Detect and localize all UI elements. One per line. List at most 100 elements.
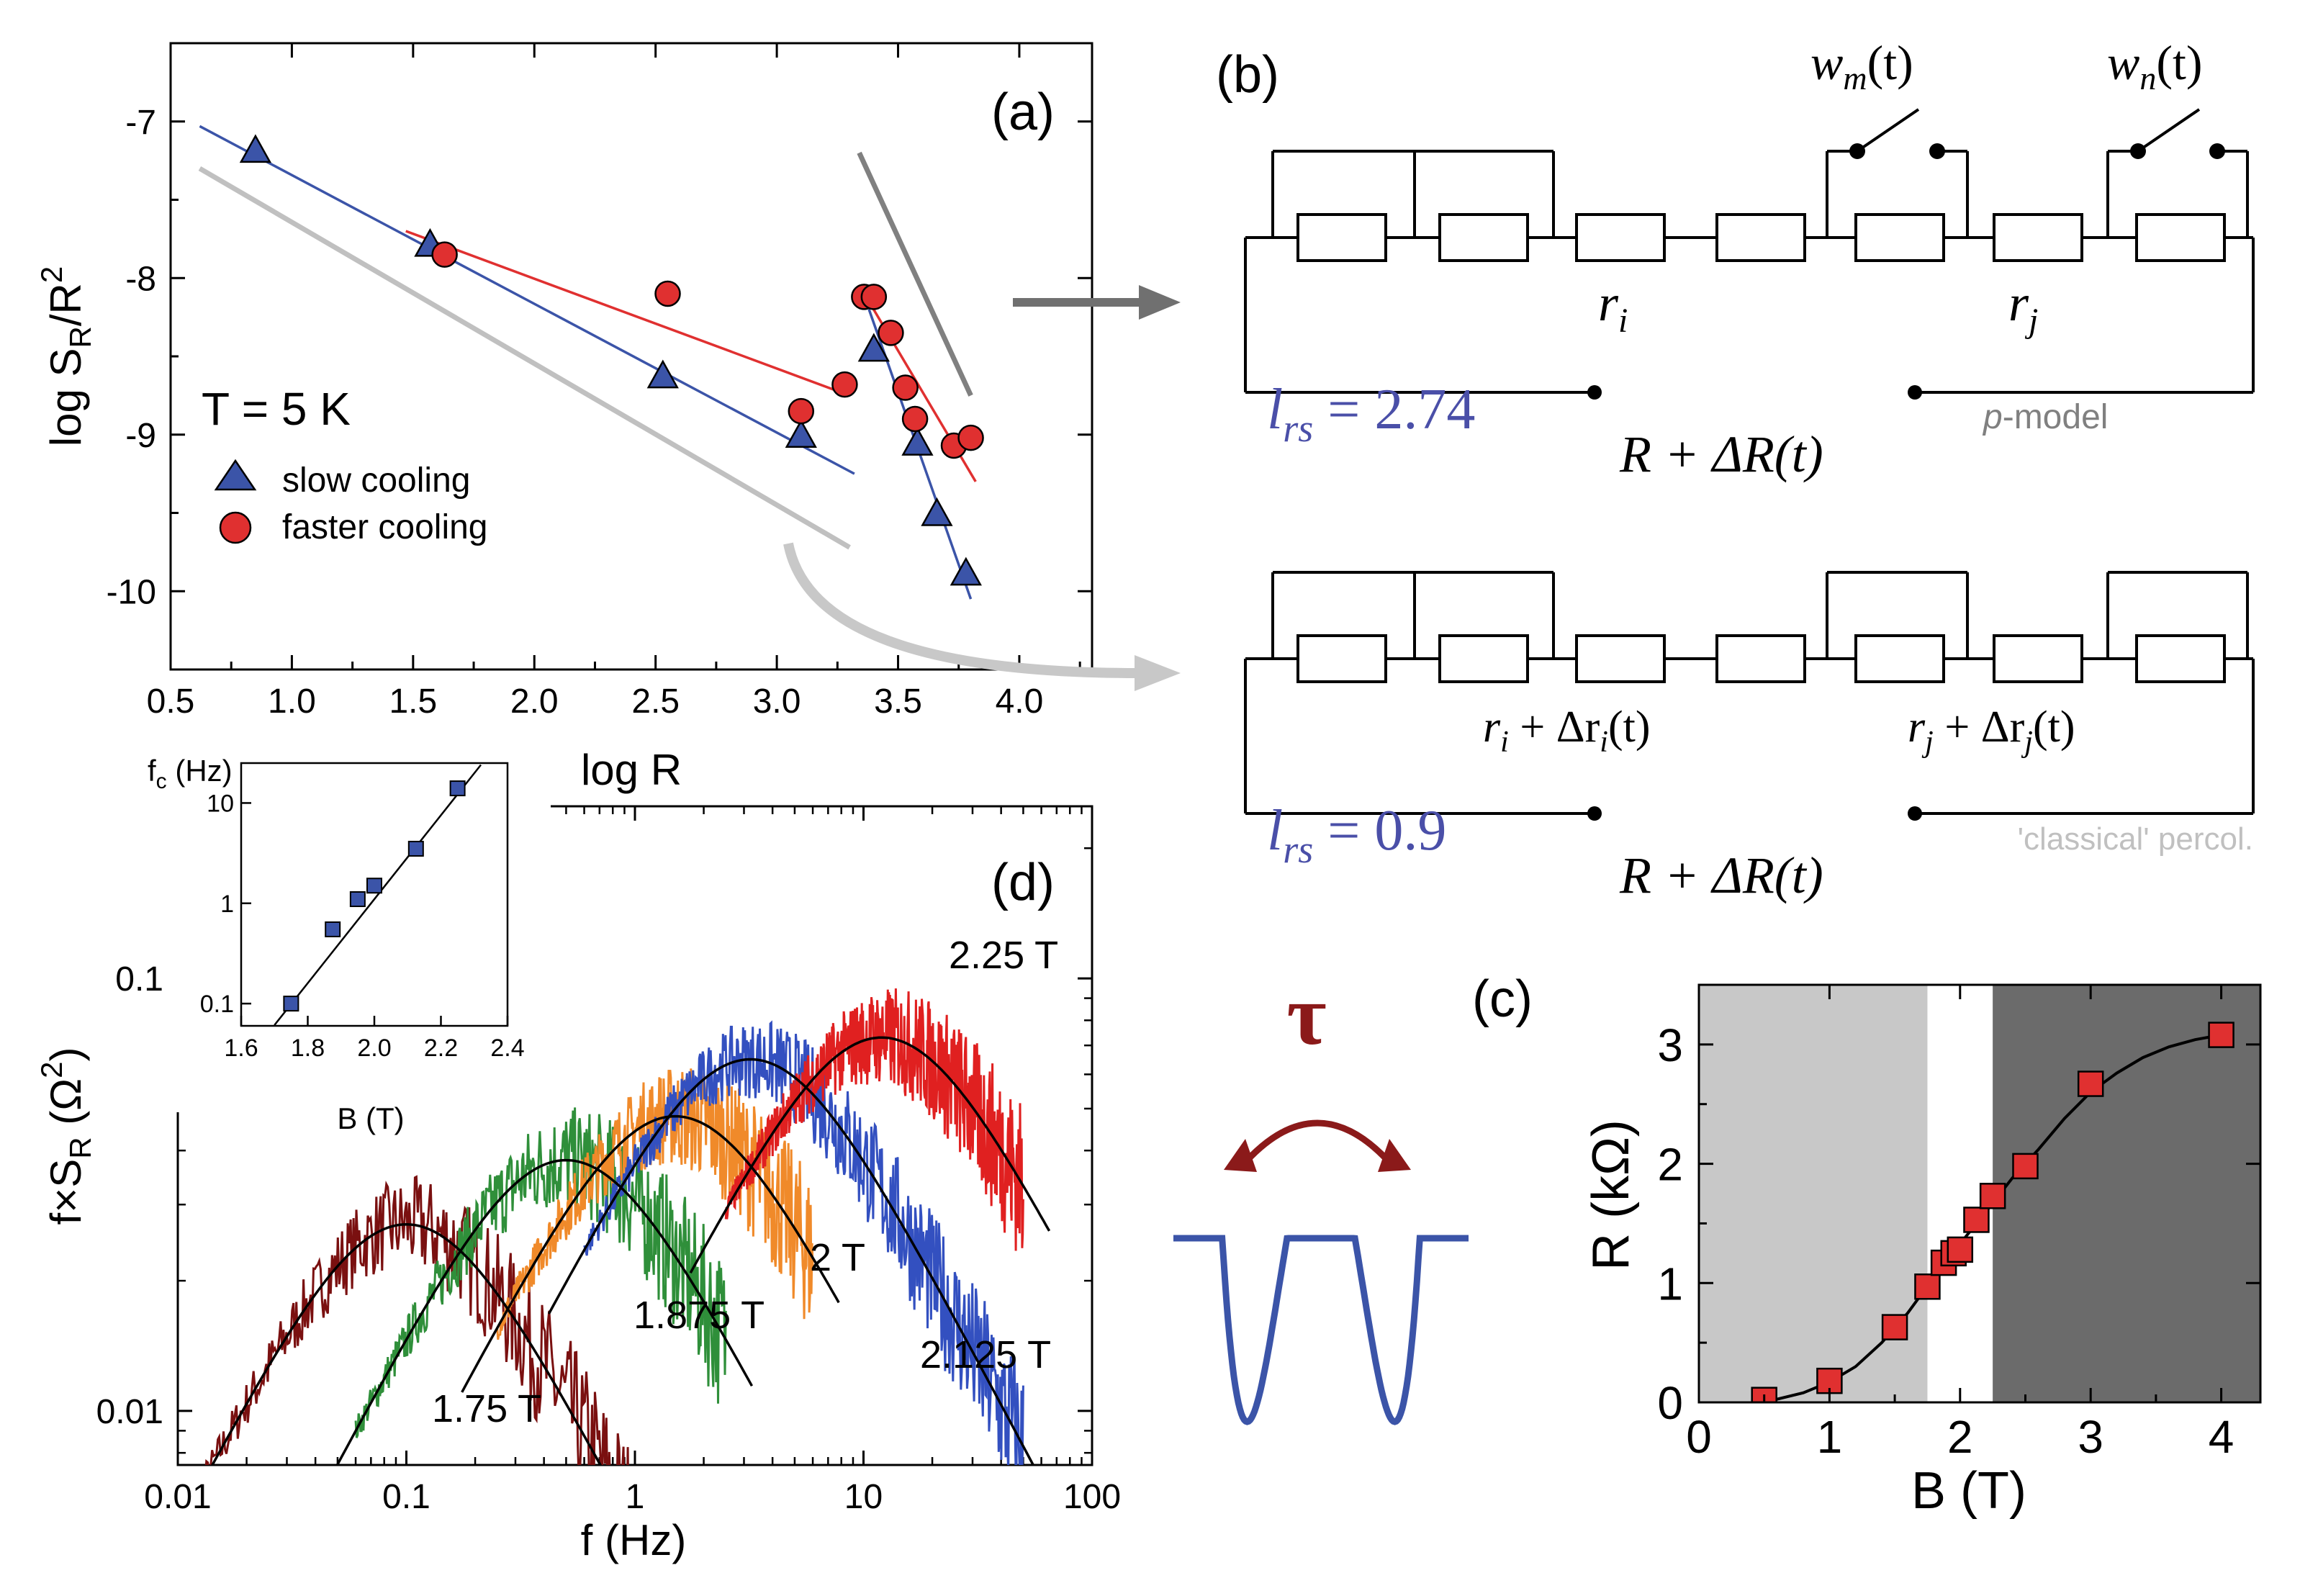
resistor — [1715, 634, 1806, 683]
inset-x-tick-label: 2.0 — [357, 1034, 391, 1062]
inset-chart: 1.6 1.8 2.0 2.2 2.4 0.1 1 10 fc (Hz) B (T) — [148, 754, 525, 1135]
arrow-right-head-icon — [1378, 1139, 1411, 1172]
circle-point — [831, 371, 858, 398]
resistance-point — [1963, 1207, 1990, 1233]
fit-line — [199, 125, 855, 475]
panel-c-label: (c) — [1472, 970, 1533, 1028]
circle-point — [892, 374, 919, 401]
resistor — [1438, 213, 1529, 262]
fit-2.125T — [547, 1058, 1035, 1465]
resistance-point — [2208, 1022, 2234, 1048]
legend-faster-cooling: faster cooling — [282, 508, 488, 546]
inset-ticks: 1.6 1.8 2.0 2.2 2.4 0.1 1 10 — [200, 790, 525, 1062]
arrow-to-classical — [783, 542, 1138, 678]
x-tick-label: 3.0 — [753, 682, 801, 721]
fit-2T — [461, 1114, 840, 1393]
inset-xlabel: B (T) — [337, 1101, 404, 1135]
spectrum-1.875T — [354, 1107, 727, 1438]
resistance-point — [1881, 1314, 1908, 1340]
series-label-2.125T: 2.125 T — [920, 1333, 1051, 1376]
inset-x-tick-label: 1.6 — [224, 1034, 258, 1062]
resistor — [1575, 213, 1666, 262]
circle-point — [860, 284, 888, 310]
panel-c-ticks: 0 1 2 3 4 0 1 2 3 — [1657, 985, 2260, 1463]
x-tick-label: 100 — [1063, 1478, 1121, 1516]
x-tick-label: 0.01 — [144, 1478, 211, 1516]
panel-a-label: (a) — [991, 84, 1055, 141]
inset-points — [274, 764, 482, 1026]
x-tick-label: 1.5 — [389, 682, 437, 721]
resistor — [1854, 213, 1945, 262]
inset-ylabel: fc (Hz) — [148, 754, 233, 793]
inset-y-tick-label: 1 — [220, 891, 234, 918]
x-tick-label: 2.0 — [510, 682, 559, 721]
resistor — [1715, 213, 1806, 262]
panel-b-label: (b) — [1216, 46, 1279, 104]
inset-x-tick-label: 2.2 — [424, 1034, 458, 1062]
double-well-potential: τ — [1173, 967, 1469, 1425]
resistance-point — [1947, 1236, 1974, 1263]
total-resistance-top: R + ΔR(t) — [1619, 425, 1823, 483]
lrs-top-value: lrs = 2.74 — [1267, 378, 1475, 450]
resistor — [1438, 634, 1529, 683]
connector-arrows — [783, 285, 1181, 691]
legend-circle-icon — [219, 511, 252, 544]
switch-arm — [1856, 108, 1920, 153]
switch-contact — [2209, 143, 2225, 159]
resistor — [1575, 634, 1666, 683]
panel-a-xlabel: log R — [581, 746, 682, 794]
panel-c-xlabel: B (T) — [1911, 1462, 2026, 1520]
arrow-head-dark-icon — [1139, 285, 1181, 320]
spectrum-2T — [496, 1068, 814, 1340]
x-tick-label: 0.5 — [147, 682, 195, 721]
inset-fit-line — [274, 764, 482, 1026]
inset-point — [366, 878, 382, 894]
panel-c-points — [1751, 1022, 2234, 1402]
resistor-rj-drj-label: rj + Δrj(t) — [1908, 703, 2075, 759]
resistance-point — [1914, 1273, 1941, 1300]
x-tick-label: 0.1 — [382, 1478, 430, 1516]
hopping-arrow — [1239, 1119, 1396, 1168]
triangle-point — [646, 359, 679, 389]
terminal-right — [1908, 385, 1922, 400]
resistor — [1296, 634, 1387, 683]
resistor — [2135, 213, 2226, 262]
circle-point — [901, 405, 929, 433]
triangle-point — [239, 134, 272, 163]
triangle-point — [921, 497, 953, 526]
y-tick-label: -7 — [125, 104, 156, 142]
x-tick-label: 0 — [1686, 1411, 1712, 1463]
x-tick-label: 1 — [1817, 1411, 1843, 1463]
resistor-rj-label: rj — [2008, 274, 2038, 340]
fit-2.25T — [689, 1036, 1051, 1274]
resistance-point — [2077, 1070, 2104, 1097]
model-bottom-label: 'classical' percol. — [2018, 821, 2253, 857]
inset-x-tick-label: 1.8 — [291, 1034, 325, 1062]
y-tick-label: -8 — [125, 260, 156, 298]
circle-point — [788, 397, 815, 425]
lrs-bottom-value: lrs = 0.9 — [1267, 799, 1446, 871]
y-tick-label: 0.1 — [115, 960, 163, 998]
fit-1.75T — [210, 1223, 602, 1465]
temperature-annotation: T = 5 K — [202, 383, 351, 435]
y-tick-label: -9 — [125, 417, 156, 455]
inset-point — [449, 780, 466, 797]
legend-slow-cooling: slow cooling — [282, 461, 470, 500]
y-tick-label: 0.01 — [96, 1393, 163, 1431]
x-tick-label: 2 — [1947, 1411, 1973, 1463]
panel-a: 0.5 1.0 1.5 2.0 2.5 3.0 3.5 4.0 -7 -8 -9 -10 (a) T … — [35, 42, 1093, 794]
x-tick-label: 3 — [2078, 1411, 2103, 1463]
series-label-2T: 2 T — [810, 1236, 865, 1279]
panel-d-ylabel: f×SR (Ω2) — [35, 1047, 97, 1225]
switch-contact — [1929, 143, 1945, 159]
switch-m-label: wm(t) — [1810, 35, 1913, 96]
series-label-1.75T: 1.75 T — [432, 1387, 541, 1430]
fit-1.875T — [335, 1158, 754, 1465]
shaded-region — [1993, 985, 2260, 1402]
series-label-1.875T: 1.875 T — [633, 1294, 765, 1337]
circuit-p-model — [1244, 108, 2255, 400]
series-label-2.25T: 2.25 T — [949, 934, 1058, 977]
inset-background — [176, 738, 551, 1112]
triangle-point — [785, 419, 817, 448]
resistor-ri-label: ri — [1598, 274, 1628, 340]
